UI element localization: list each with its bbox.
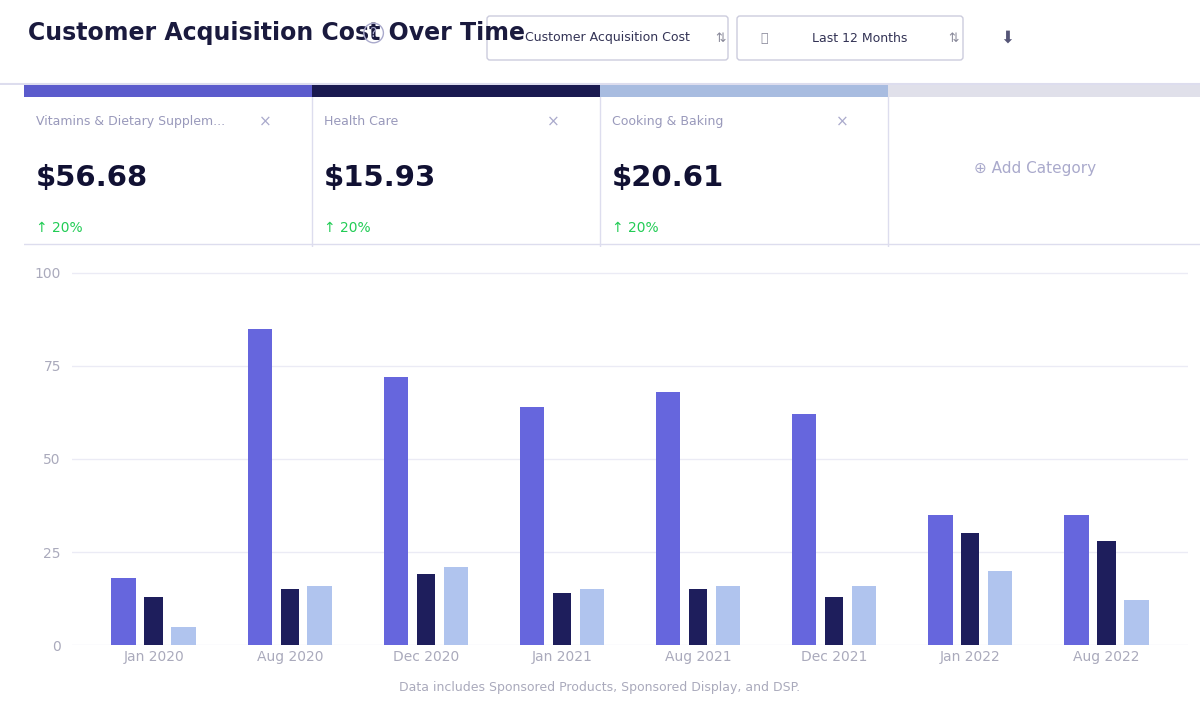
Bar — [281, 589, 299, 645]
Bar — [112, 578, 136, 645]
Bar — [553, 593, 571, 645]
Text: Customer Acquisition Cost Over Time: Customer Acquisition Cost Over Time — [28, 21, 526, 45]
Text: ↑ 20%: ↑ 20% — [324, 221, 371, 235]
Bar — [689, 589, 707, 645]
Text: Vitamins & Dietary Supplem...: Vitamins & Dietary Supplem... — [36, 115, 224, 128]
Text: Cooking & Baking: Cooking & Baking — [612, 115, 724, 128]
Text: Health Care: Health Care — [324, 115, 398, 128]
Text: ↑ 20%: ↑ 20% — [36, 221, 83, 235]
Text: $56.68: $56.68 — [36, 164, 148, 193]
Text: Data includes Sponsored Products, Sponsored Display, and DSP.: Data includes Sponsored Products, Sponso… — [400, 681, 800, 694]
Bar — [312, 85, 600, 97]
Bar — [247, 328, 272, 645]
Bar — [852, 586, 876, 645]
Text: ?: ? — [370, 26, 377, 40]
Bar — [307, 586, 332, 645]
Bar — [520, 407, 545, 645]
Text: Customer Acquisition Cost: Customer Acquisition Cost — [524, 31, 690, 45]
FancyBboxPatch shape — [737, 16, 964, 60]
Bar — [144, 597, 163, 645]
Bar — [444, 567, 468, 645]
Text: ⇅: ⇅ — [715, 31, 726, 45]
Bar — [1124, 601, 1148, 645]
Bar — [988, 571, 1013, 645]
Text: $15.93: $15.93 — [324, 164, 437, 193]
Bar — [715, 586, 740, 645]
Bar — [24, 85, 312, 97]
Text: ↑ 20%: ↑ 20% — [612, 221, 659, 235]
Bar — [1064, 515, 1088, 645]
Text: ×: × — [835, 115, 848, 130]
Bar — [384, 377, 408, 645]
Text: ⇅: ⇅ — [948, 31, 959, 45]
Bar — [172, 627, 196, 645]
Text: ×: × — [259, 115, 272, 130]
Text: ×: × — [547, 115, 560, 130]
Bar — [580, 589, 604, 645]
Text: 📅: 📅 — [760, 31, 768, 45]
Bar — [888, 85, 1200, 97]
Bar — [792, 414, 816, 645]
Text: Last 12 Months: Last 12 Months — [812, 31, 907, 45]
Bar — [961, 533, 979, 645]
Text: ⊕ Add Category: ⊕ Add Category — [974, 162, 1097, 177]
FancyBboxPatch shape — [487, 16, 728, 60]
Bar — [416, 574, 436, 645]
Bar — [600, 85, 888, 97]
Bar — [928, 515, 953, 645]
Bar — [1097, 541, 1116, 645]
Bar — [656, 392, 680, 645]
Bar — [824, 597, 844, 645]
Text: ⬇: ⬇ — [1000, 29, 1014, 47]
Text: $20.61: $20.61 — [612, 164, 725, 193]
